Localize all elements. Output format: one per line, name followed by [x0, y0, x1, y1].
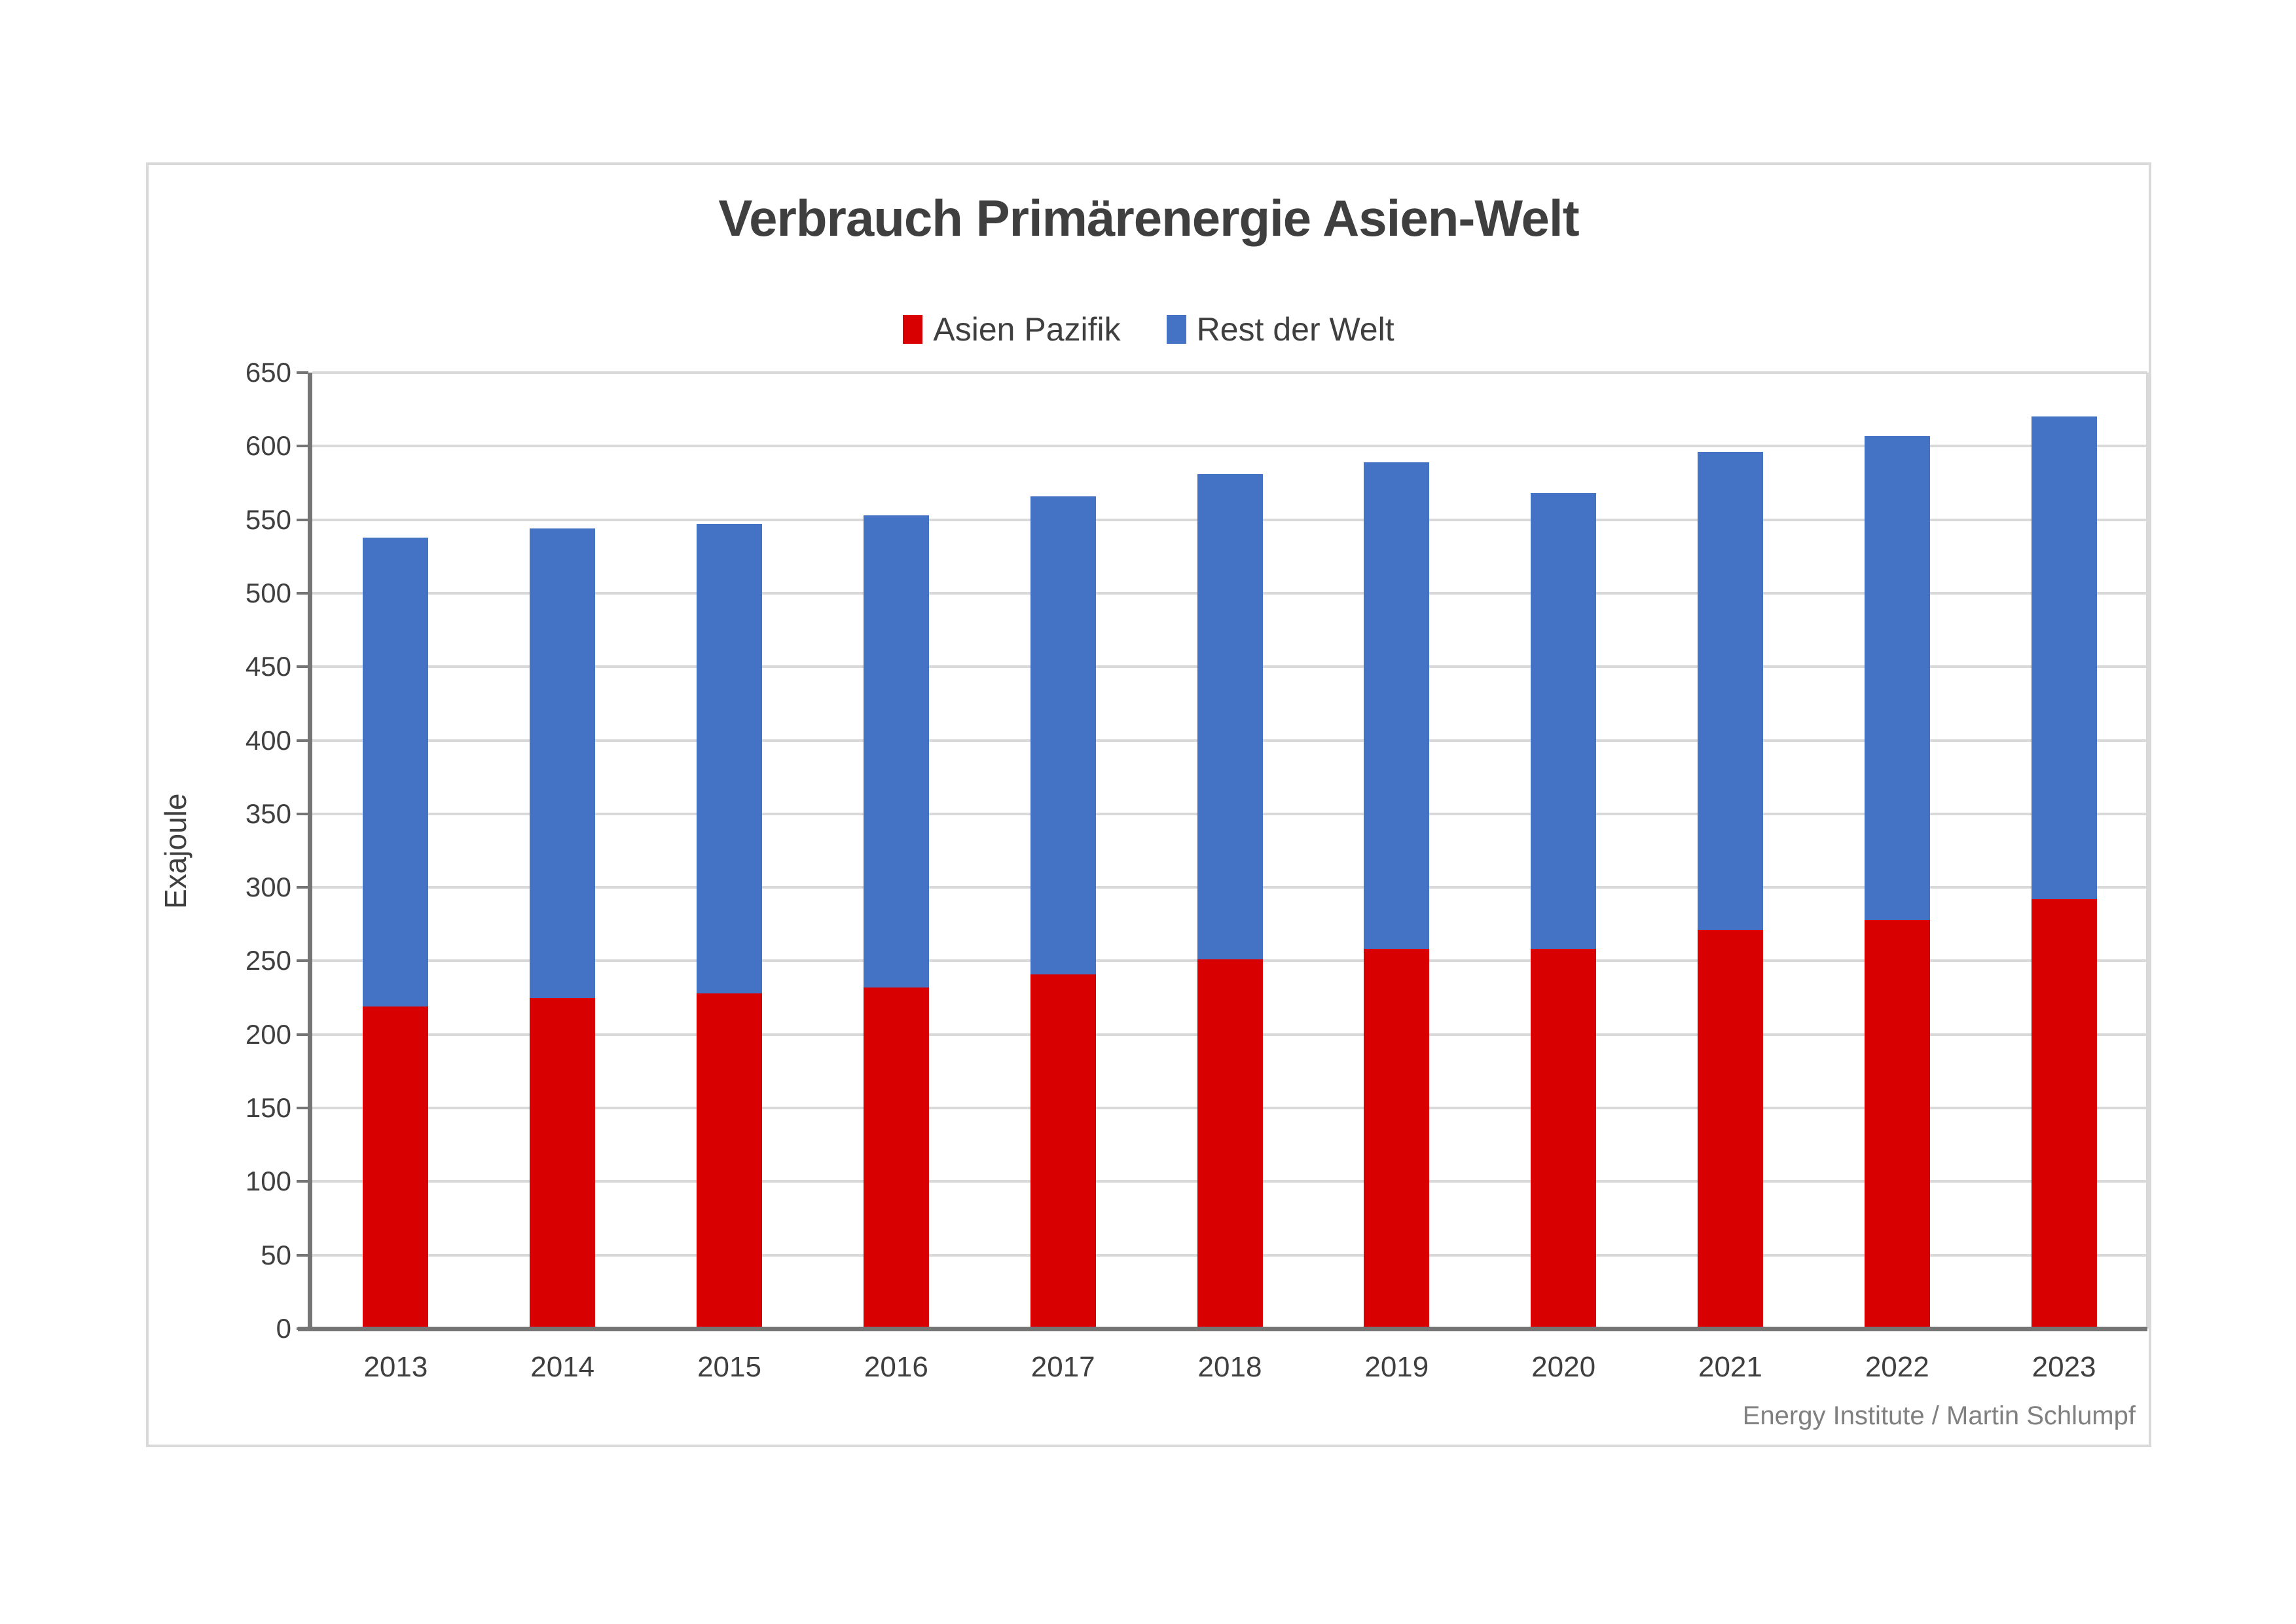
gridline-650 [312, 371, 2147, 374]
legend-item-asien-pazifik: Asien Pazifik [903, 310, 1121, 348]
bar-2014-rest-der-welt [530, 528, 596, 998]
y-tick-label-100: 100 [245, 1166, 291, 1197]
x-tick-label-2013: 2013 [363, 1351, 428, 1383]
y-tick-350 [297, 812, 308, 815]
y-tick-label-600: 600 [245, 430, 291, 462]
bar-2022-rest-der-welt [1864, 435, 1930, 920]
bar-2018-rest-der-welt [1197, 473, 1263, 960]
x-tick-label-2017: 2017 [1030, 1351, 1095, 1383]
y-tick-label-50: 50 [261, 1239, 291, 1270]
legend: Asien Pazifik Rest der Welt [146, 306, 2151, 352]
bar-2022-asien-pazifik [1864, 919, 1930, 1329]
x-axis-line [298, 1327, 2147, 1331]
x-tick-label-2020: 2020 [1531, 1351, 1596, 1383]
y-tick-50 [297, 1253, 308, 1257]
x-tick-label-2015: 2015 [697, 1351, 761, 1383]
x-tick-label-2021: 2021 [1698, 1351, 1762, 1383]
gridline-600 [312, 445, 2147, 448]
y-tick-200 [297, 1033, 308, 1036]
y-tick-400 [297, 739, 308, 742]
bar-2020-rest-der-welt [1531, 493, 1597, 950]
y-tick-550 [297, 518, 308, 521]
bar-2019-rest-der-welt [1364, 462, 1430, 950]
bar-2016-asien-pazifik [863, 987, 929, 1329]
x-tick-label-2014: 2014 [530, 1351, 595, 1383]
bar-2014-asien-pazifik [530, 997, 596, 1329]
legend-swatch-asien-pazifik [903, 315, 923, 344]
y-tick-label-650: 650 [245, 357, 291, 388]
bar-2013-asien-pazifik [363, 1006, 429, 1329]
chart-title: Verbrauch Primärenergie Asien-Welt [718, 189, 1579, 247]
bar-2023-rest-der-welt [2031, 416, 2097, 900]
bar-2020-asien-pazifik [1531, 949, 1597, 1329]
x-tick-label-2023: 2023 [2032, 1351, 2096, 1383]
bar-2015-rest-der-welt [697, 524, 763, 993]
y-tick-label-400: 400 [245, 724, 291, 756]
x-tick-label-2022: 2022 [1865, 1351, 1929, 1383]
x-tick-label-2018: 2018 [1197, 1351, 1262, 1383]
y-tick-label-250: 250 [245, 945, 291, 976]
y-tick-label-500: 500 [245, 577, 291, 608]
bar-2023-asien-pazifik [2031, 899, 2097, 1329]
attribution: Energy Institute / Martin Schlumpf [1742, 1401, 2136, 1430]
y-tick-label-550: 550 [245, 504, 291, 535]
bar-2016-rest-der-welt [863, 515, 929, 987]
chart-frame [146, 162, 2151, 1447]
x-tick-label-2019: 2019 [1364, 1351, 1429, 1383]
y-tick-650 [297, 371, 308, 374]
legend-swatch-rest-der-welt [1166, 315, 1186, 344]
legend-label-rest-der-welt: Rest der Welt [1196, 311, 1394, 348]
y-tick-100 [297, 1180, 308, 1183]
plot-right-border [2146, 373, 2149, 1329]
bar-2017-asien-pazifik [1030, 974, 1096, 1329]
bar-2015-asien-pazifik [697, 993, 763, 1329]
y-axis-line [308, 373, 312, 1331]
x-tick-label-2016: 2016 [864, 1351, 928, 1383]
y-tick-label-200: 200 [245, 1018, 291, 1050]
y-tick-300 [297, 886, 308, 889]
bar-2021-asien-pazifik [1697, 930, 1763, 1329]
y-tick-250 [297, 959, 308, 963]
y-tick-label-350: 350 [245, 798, 291, 829]
y-tick-600 [297, 445, 308, 448]
legend-label-asien-pazifik: Asien Pazifik [933, 311, 1121, 348]
bar-2013-rest-der-welt [363, 537, 429, 1007]
bar-2018-asien-pazifik [1197, 959, 1263, 1329]
y-tick-label-450: 450 [245, 651, 291, 682]
bar-2017-rest-der-welt [1030, 496, 1096, 974]
bar-2021-rest-der-welt [1697, 452, 1763, 931]
y-tick-label-150: 150 [245, 1092, 291, 1124]
y-tick-label-300: 300 [245, 872, 291, 903]
y-tick-label-0: 0 [276, 1313, 291, 1344]
y-tick-500 [297, 591, 308, 595]
y-tick-450 [297, 665, 308, 669]
y-tick-150 [297, 1107, 308, 1110]
legend-item-rest-der-welt: Rest der Welt [1166, 310, 1394, 348]
bar-2019-asien-pazifik [1364, 949, 1430, 1329]
